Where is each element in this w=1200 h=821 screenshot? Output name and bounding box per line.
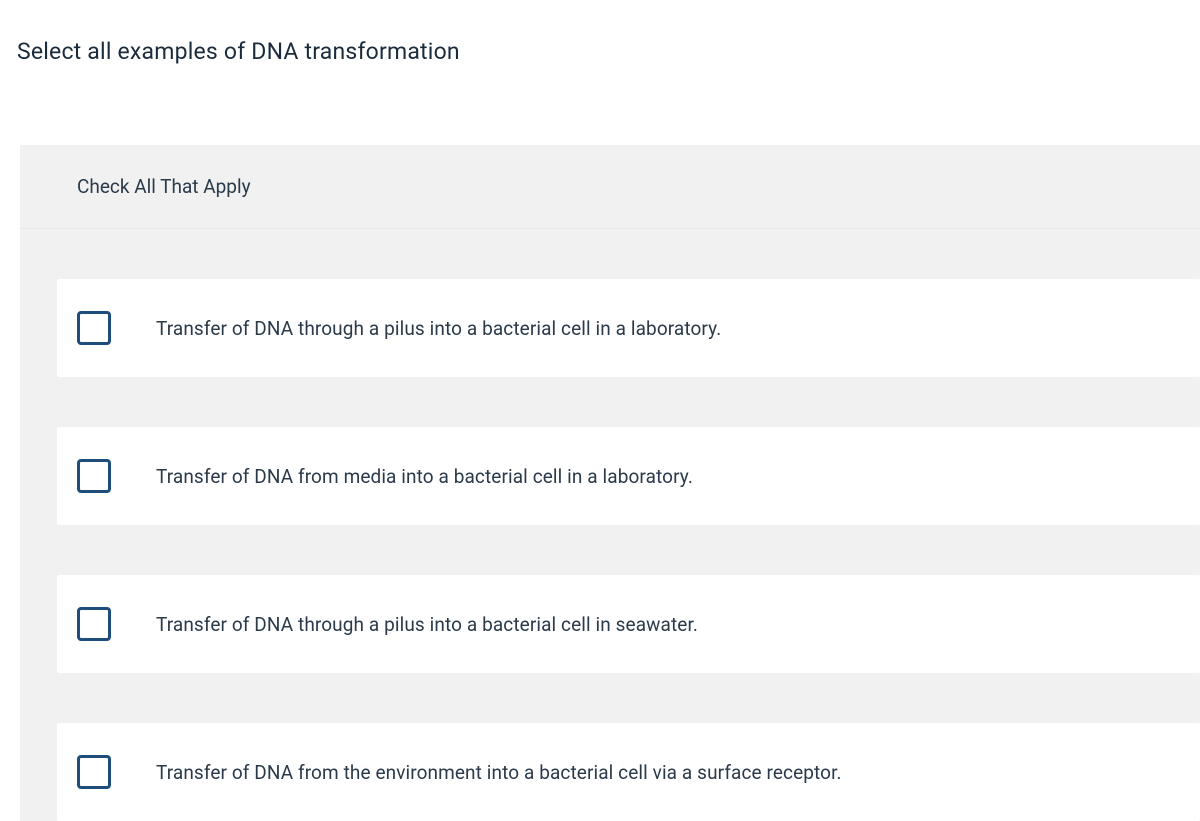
option-row: Transfer of DNA from media into a bacter… bbox=[57, 427, 1200, 525]
instruction-header: Check All That Apply bbox=[20, 145, 1200, 229]
answer-panel: Check All That Apply Transfer of DNA thr… bbox=[20, 145, 1200, 821]
question-container: Select all examples of DNA transformatio… bbox=[0, 0, 1200, 821]
options-area: Transfer of DNA through a pilus into a b… bbox=[20, 229, 1200, 821]
checkbox-option-1[interactable] bbox=[77, 311, 111, 345]
option-label: Transfer of DNA from media into a bacter… bbox=[156, 465, 693, 488]
option-label: Transfer of DNA through a pilus into a b… bbox=[156, 613, 698, 636]
option-row: Transfer of DNA through a pilus into a b… bbox=[57, 575, 1200, 673]
checkbox-option-3[interactable] bbox=[77, 607, 111, 641]
option-row: Transfer of DNA through a pilus into a b… bbox=[57, 279, 1200, 377]
question-title: Select all examples of DNA transformatio… bbox=[0, 0, 1200, 65]
option-row: Transfer of DNA from the environment int… bbox=[57, 723, 1200, 821]
option-label: Transfer of DNA through a pilus into a b… bbox=[156, 317, 721, 340]
checkbox-option-2[interactable] bbox=[77, 459, 111, 493]
checkbox-option-4[interactable] bbox=[77, 755, 111, 789]
option-label: Transfer of DNA from the environment int… bbox=[156, 761, 842, 784]
